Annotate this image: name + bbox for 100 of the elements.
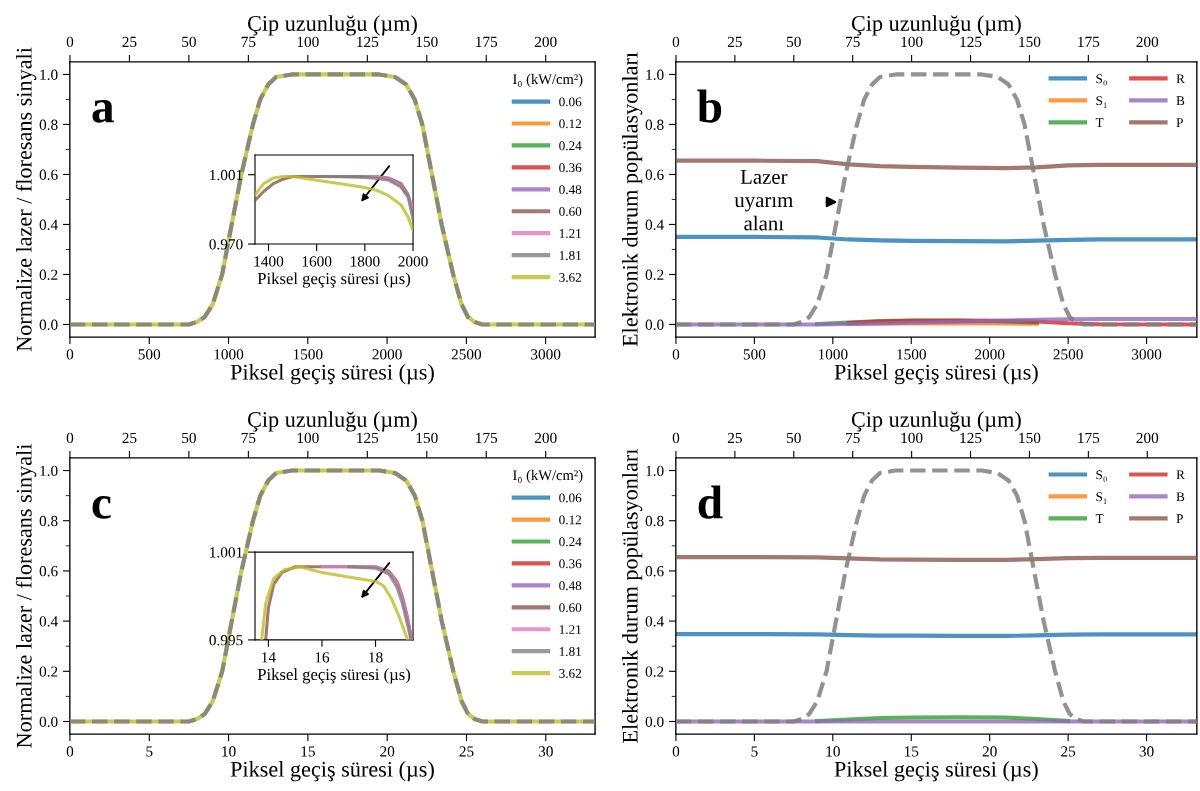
x2-tick-label: 0: [66, 432, 74, 444]
x2-tick-label: 150: [416, 432, 438, 444]
x2-tick-label: 75: [241, 432, 256, 444]
y-tick-label: 0.4: [645, 616, 664, 627]
annotation: b: [697, 89, 722, 123]
x-tick-label: 500: [138, 349, 161, 360]
x2-tick-label: 150: [1019, 36, 1041, 48]
x2-tick-label: 125: [960, 36, 982, 48]
x2-tick-label: 200: [534, 432, 557, 444]
legend-label: 1.21: [559, 229, 581, 239]
legend-label: S₀: [1096, 74, 1107, 86]
legend-label: 0.12: [559, 119, 582, 129]
x-tick-label: 2000: [975, 349, 1005, 360]
x2-tick-label: 200: [1136, 432, 1159, 444]
x-tick-label: 10: [222, 746, 236, 757]
legend-label: 0.06: [559, 493, 582, 503]
x-tick-label: 30: [1139, 746, 1154, 757]
y-tick-label: 0.970: [209, 239, 243, 250]
y-tick-label: 0.8: [39, 515, 58, 527]
annotation: c: [92, 496, 111, 519]
x2-tick-label: 75: [241, 36, 256, 48]
legend-label: T: [1095, 514, 1104, 523]
x2-tick-label: 100: [297, 36, 319, 48]
legend-label: 0.24: [559, 537, 582, 547]
y-tick-label: 0.2: [39, 666, 58, 677]
x-axis-title: Piksel geçiş süresi (µs): [230, 761, 434, 782]
x-axis-title: Piksel geçiş süresi (µs): [257, 272, 411, 288]
x2-tick-label: 0: [672, 432, 680, 444]
y-tick-label: 1.0: [40, 465, 58, 477]
y-tick-label: 0.0: [39, 319, 58, 330]
x-tick-label: 0: [66, 746, 74, 757]
legend-label: R: [1176, 470, 1185, 480]
x2-tick-label: 25: [727, 432, 742, 444]
x-tick-label: 1600: [302, 256, 332, 267]
legend-label: S₀: [1096, 470, 1107, 482]
y-tick-label: 0.8: [645, 119, 664, 130]
legend-label: P: [1176, 118, 1183, 127]
x-tick-label: 3000: [1132, 349, 1162, 360]
x2-axis-title: Çip uzunluğu (µm): [851, 411, 1021, 432]
x-tick-label: 20: [982, 746, 997, 757]
x2-tick-label: 50: [182, 432, 196, 444]
legend-label: 0.48: [559, 581, 582, 591]
legend-label: S₁: [1096, 96, 1107, 108]
y-axis-title: Normalize lazer / floresans sinyali: [15, 444, 37, 748]
x2-tick-label: 0: [66, 36, 74, 48]
x-tick-label: 18: [369, 652, 383, 663]
y-tick-label: 1.0: [40, 69, 58, 80]
x-tick-label: 3000: [531, 349, 561, 360]
x-tick-label: 1000: [214, 349, 244, 360]
x-tick-label: 14: [262, 652, 276, 663]
y-tick-label: 0.8: [645, 515, 664, 527]
annotation: Lazer uyarım alanı: [734, 170, 793, 231]
legend-label: R: [1176, 74, 1185, 84]
legend-label: 0.36: [559, 559, 582, 569]
x-tick-label: 15: [904, 746, 919, 757]
x2-tick-label: 25: [727, 36, 742, 48]
legend-label: 3.62: [559, 669, 582, 678]
legend-label: 0.06: [559, 97, 582, 107]
legend-label: P: [1176, 514, 1183, 523]
legend-label: 0.36: [559, 163, 582, 173]
y-tick-label: 0.0: [39, 716, 58, 728]
legend-label: 3.62: [559, 272, 582, 282]
x2-tick-label: 100: [901, 36, 923, 48]
y-tick-label: 0.995: [209, 635, 243, 646]
y-tick-label: 0.0: [645, 319, 664, 330]
x2-tick-label: 150: [1019, 432, 1041, 444]
y-tick-label: 0.6: [645, 169, 664, 180]
x-axis-title: Piksel geçiş süresi (µs): [834, 761, 1038, 782]
x-tick-label: 2500: [451, 349, 482, 360]
y-axis-title: Elektronik durum popülasyonları: [622, 448, 643, 743]
x-tick-label: 500: [743, 349, 766, 360]
y-tick-label: 0.6: [39, 169, 58, 180]
y-tick-label: 0.4: [645, 219, 664, 230]
x-axis-title: Piksel geçiş süresi (µs): [230, 364, 434, 385]
annotation: d: [698, 485, 723, 519]
x2-tick-label: 75: [846, 432, 860, 444]
x-tick-label: 2500: [1053, 349, 1083, 360]
x-tick-label: 10: [826, 746, 840, 757]
x2-tick-label: 50: [787, 432, 801, 444]
x2-tick-label: 150: [416, 36, 438, 48]
x2-tick-label: 200: [1136, 36, 1159, 48]
legend-label: 0.60: [559, 603, 582, 613]
legend-label: 1.81: [559, 250, 581, 260]
legend-label: 0.12: [559, 515, 582, 525]
x-axis-title: Piksel geçiş süresi (µs): [257, 668, 411, 684]
y-tick-label: 0.4: [39, 616, 58, 627]
x2-tick-label: 100: [901, 432, 923, 444]
y-tick-label: 0.2: [645, 666, 664, 677]
x2-tick-label: 125: [960, 432, 982, 444]
legend-label: T: [1095, 118, 1104, 127]
x-axis-title: Piksel geçiş süresi (µs): [834, 364, 1038, 385]
x-tick-label: 1000: [818, 349, 848, 360]
x2-tick-label: 25: [122, 36, 137, 48]
x-tick-label: 2000: [372, 349, 402, 360]
y-tick-label: 0.8: [39, 119, 58, 130]
x2-tick-label: 175: [476, 36, 498, 48]
x2-tick-label: 175: [1078, 432, 1100, 444]
x-tick-label: 1800: [350, 256, 380, 267]
x-tick-label: 25: [1061, 746, 1076, 757]
x2-tick-label: 175: [476, 432, 498, 444]
